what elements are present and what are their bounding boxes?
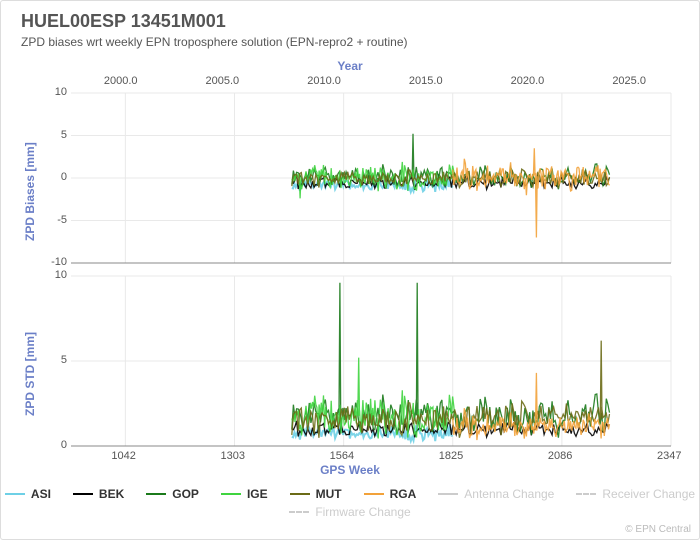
legend-item-BEK[interactable]: BEK [73,487,124,501]
legend-label: MUT [316,487,342,501]
legend-item-GOP[interactable]: GOP [146,487,199,501]
legend-label: BEK [99,487,124,501]
legend-item-ant[interactable]: Antenna Change [438,487,554,501]
legend: ASI BEK GOP IGE MUT RGA Antenna Change Receiver… [1,487,699,519]
legend-swatch [289,511,309,513]
bottom-axis-label: GPS Week [1,463,699,477]
legend-label: IGE [247,487,268,501]
legend-label: Receiver Change [602,487,695,501]
legend-label: GOP [172,487,199,501]
legend-swatch [364,493,384,495]
legend-swatch [73,493,93,495]
chart-card: { "title": "HUEL00ESP 13451M001", "subti… [0,0,700,540]
legend-item-RGA[interactable]: RGA [364,487,417,501]
legend-item-MUT[interactable]: MUT [290,487,342,501]
legend-swatch [438,493,458,495]
legend-swatch [5,493,25,495]
legend-item-rcv[interactable]: Receiver Change [576,487,695,501]
legend-swatch [290,493,310,495]
legend-item-ASI[interactable]: ASI [5,487,51,501]
legend-label: RGA [390,487,417,501]
legend-item-fw[interactable]: Firmware Change [289,505,410,519]
legend-swatch [221,493,241,495]
legend-label: ASI [31,487,51,501]
legend-label: Antenna Change [464,487,554,501]
footer-credit: © EPN Central [625,524,691,535]
legend-swatch [146,493,166,495]
legend-swatch [576,493,596,495]
legend-label: Firmware Change [315,505,410,519]
legend-item-IGE[interactable]: IGE [221,487,268,501]
